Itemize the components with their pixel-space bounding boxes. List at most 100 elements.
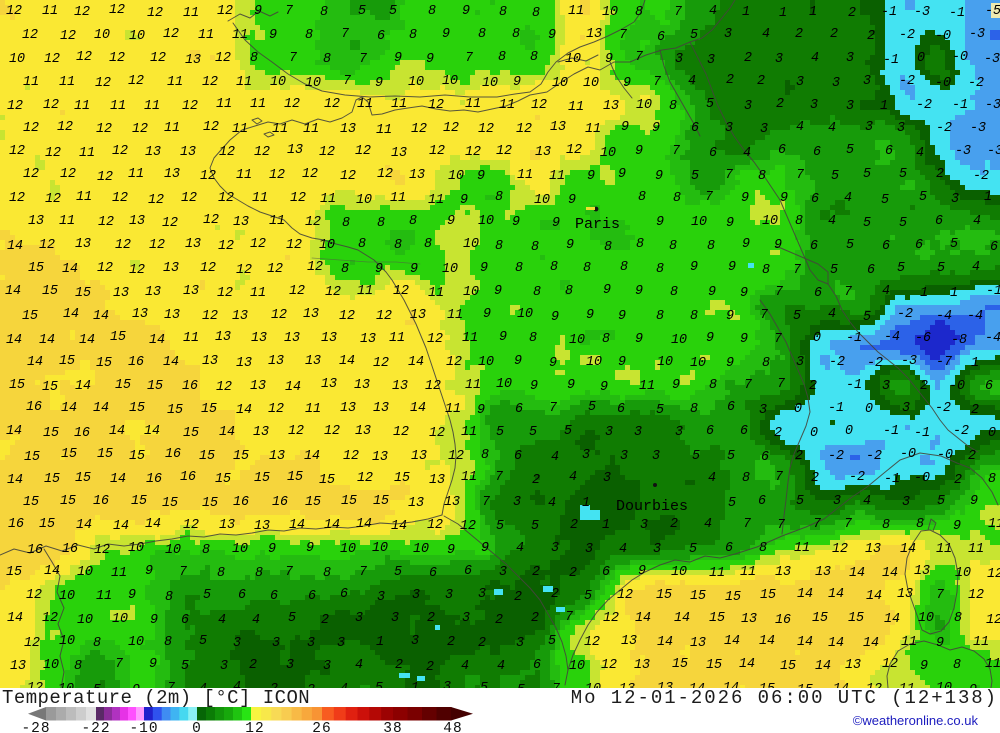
- svg-text:5: 5: [358, 4, 366, 19]
- svg-text:3: 3: [412, 588, 420, 603]
- svg-text:14: 14: [635, 611, 651, 626]
- svg-text:-2: -2: [866, 449, 882, 464]
- svg-text:7: 7: [359, 565, 368, 580]
- svg-text:12: 12: [288, 424, 304, 439]
- svg-text:12: 12: [986, 613, 1000, 628]
- svg-text:12: 12: [601, 658, 617, 673]
- svg-text:4: 4: [548, 496, 556, 511]
- svg-text:4: 4: [199, 682, 207, 688]
- svg-text:7: 7: [635, 50, 644, 65]
- svg-text:12: 12: [24, 636, 40, 651]
- svg-text:10: 10: [128, 541, 144, 556]
- svg-text:8: 8: [669, 99, 677, 114]
- svg-text:4: 4: [233, 680, 241, 688]
- svg-text:13: 13: [354, 378, 370, 393]
- svg-text:14: 14: [39, 333, 55, 348]
- svg-text:5: 5: [727, 449, 735, 464]
- svg-text:12: 12: [148, 193, 164, 208]
- svg-text:10: 10: [77, 613, 93, 628]
- svg-text:-2: -2: [899, 28, 915, 43]
- svg-text:14: 14: [5, 284, 21, 299]
- svg-text:10: 10: [372, 541, 388, 556]
- svg-text:3: 3: [810, 98, 818, 113]
- svg-text:11: 11: [183, 6, 199, 21]
- svg-text:7: 7: [777, 518, 786, 533]
- svg-text:12: 12: [23, 121, 39, 136]
- svg-text:13: 13: [185, 237, 201, 252]
- svg-text:13: 13: [429, 473, 445, 488]
- svg-text:5: 5: [897, 261, 905, 276]
- svg-text:6: 6: [514, 449, 522, 464]
- svg-text:13: 13: [550, 120, 566, 135]
- svg-text:13: 13: [129, 214, 145, 229]
- svg-text:4: 4: [828, 121, 836, 136]
- svg-text:9: 9: [740, 332, 748, 347]
- svg-text:4: 4: [497, 659, 505, 674]
- svg-text:3: 3: [585, 542, 593, 557]
- svg-text:7: 7: [813, 517, 822, 532]
- svg-text:12: 12: [302, 167, 318, 182]
- svg-text:14: 14: [289, 518, 305, 533]
- svg-text:9: 9: [548, 28, 556, 43]
- svg-text:5: 5: [728, 496, 736, 511]
- svg-text:15: 15: [61, 447, 77, 462]
- svg-text:8: 8: [583, 261, 591, 276]
- svg-text:-3: -3: [984, 52, 1000, 67]
- svg-text:14: 14: [93, 401, 109, 416]
- svg-text:14: 14: [356, 517, 372, 532]
- svg-text:9: 9: [268, 542, 276, 557]
- svg-text:12: 12: [427, 518, 443, 533]
- svg-text:1: 1: [411, 681, 419, 688]
- svg-text:8: 8: [428, 4, 436, 19]
- svg-text:0: 0: [988, 426, 996, 441]
- svg-text:12: 12: [968, 588, 984, 603]
- svg-text:13: 13: [202, 354, 218, 369]
- svg-text:8: 8: [529, 331, 537, 346]
- svg-text:11: 11: [461, 425, 477, 440]
- svg-text:8: 8: [762, 356, 770, 371]
- svg-text:2: 2: [427, 611, 435, 626]
- svg-text:15: 15: [147, 379, 163, 394]
- svg-text:11: 11: [272, 122, 288, 137]
- svg-text:12: 12: [832, 542, 848, 557]
- svg-text:13: 13: [372, 450, 388, 465]
- svg-text:-0: -0: [949, 379, 965, 394]
- svg-text:6: 6: [238, 588, 246, 603]
- svg-text:3: 3: [337, 636, 345, 651]
- svg-text:5: 5: [199, 634, 207, 649]
- svg-text:12: 12: [373, 356, 389, 371]
- svg-text:16: 16: [27, 543, 43, 558]
- svg-text:9: 9: [499, 330, 507, 345]
- svg-text:3: 3: [620, 449, 628, 464]
- svg-text:10: 10: [408, 75, 424, 90]
- svg-text:8: 8: [165, 590, 173, 605]
- svg-text:13: 13: [250, 379, 266, 394]
- svg-text:9: 9: [149, 657, 157, 672]
- svg-text:11: 11: [709, 566, 725, 581]
- svg-text:10: 10: [636, 98, 652, 113]
- svg-text:12: 12: [355, 144, 371, 159]
- svg-text:10: 10: [356, 193, 372, 208]
- svg-text:4: 4: [551, 450, 559, 465]
- svg-text:12: 12: [465, 145, 481, 160]
- svg-text:15: 15: [780, 659, 796, 674]
- svg-text:6: 6: [533, 658, 541, 673]
- svg-text:11: 11: [988, 517, 1000, 532]
- svg-text:14: 14: [391, 519, 407, 534]
- svg-text:-1: -1: [846, 331, 862, 346]
- svg-text:12: 12: [531, 98, 547, 113]
- svg-text:13: 13: [183, 284, 199, 299]
- svg-text:8: 8: [690, 402, 698, 417]
- svg-text:3: 3: [582, 448, 590, 463]
- svg-text:2: 2: [776, 97, 784, 112]
- svg-text:6: 6: [308, 589, 316, 604]
- svg-text:14: 14: [6, 424, 22, 439]
- svg-text:15: 15: [287, 470, 303, 485]
- svg-text:13: 13: [113, 286, 129, 301]
- svg-text:13: 13: [741, 612, 757, 627]
- svg-text:12: 12: [284, 97, 300, 112]
- svg-text:15: 15: [42, 284, 58, 299]
- svg-text:9: 9: [566, 238, 574, 253]
- svg-text:14: 14: [144, 424, 160, 439]
- svg-text:6: 6: [778, 143, 786, 158]
